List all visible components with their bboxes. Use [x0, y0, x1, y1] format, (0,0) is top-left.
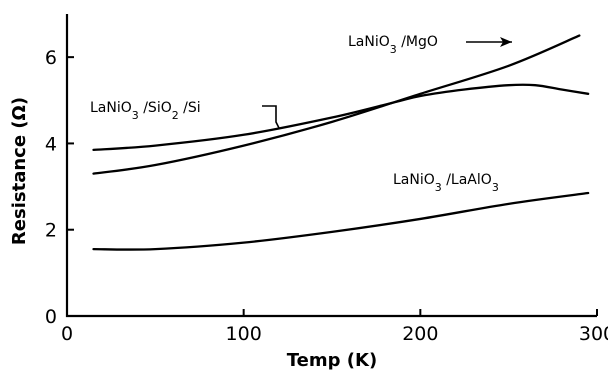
y-tick-label: 6 — [45, 47, 57, 69]
x-tick-label: 100 — [226, 323, 262, 345]
sio2-leader-line — [262, 105, 280, 129]
axis-frame — [65, 14, 597, 318]
x-axis-title: Temp (K) — [287, 350, 377, 371]
label-lanio3-sio2-si: LaNiO3 /SiO2 /Si — [90, 100, 201, 122]
series-line-lanio3-mgo — [92, 34, 581, 175]
label-lanio3-mgo: LaNiO3 /MgO — [348, 34, 438, 56]
series-line-lanio3-laalo3 — [92, 191, 590, 251]
x-tick-label: 0 — [61, 323, 73, 345]
x-tick-label: 200 — [402, 323, 438, 345]
x-tick-label: 300 — [579, 323, 608, 345]
y-tick-label: 0 — [45, 306, 57, 328]
series-line-lanio3-sio2-si — [92, 83, 590, 152]
y-tick-label: 2 — [45, 220, 57, 242]
mgo-arrowhead — [500, 37, 512, 47]
y-tick-label: 4 — [45, 133, 57, 155]
annotations-group: LaNiO3 /MgO LaNiO3 /SiO2 /Si LaNiO3 /LaAlO… — [90, 34, 512, 194]
y-axis-title: Resistance (Ω) — [9, 97, 30, 245]
label-lanio3-laalo3: LaNiO3 /LaAlO3 — [393, 172, 499, 194]
axes: 0 100 200 300 0 2 4 6 — [45, 14, 608, 345]
series-group — [92, 34, 590, 251]
